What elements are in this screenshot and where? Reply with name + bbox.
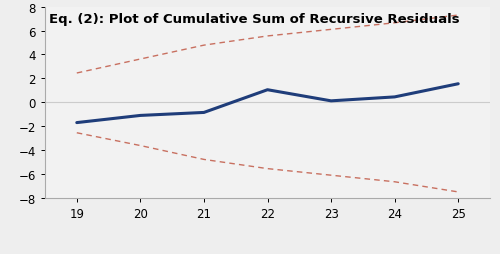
Text: Eq. (2): Plot of Cumulative Sum of Recursive Residuals: Eq. (2): Plot of Cumulative Sum of Recur… bbox=[50, 13, 460, 26]
